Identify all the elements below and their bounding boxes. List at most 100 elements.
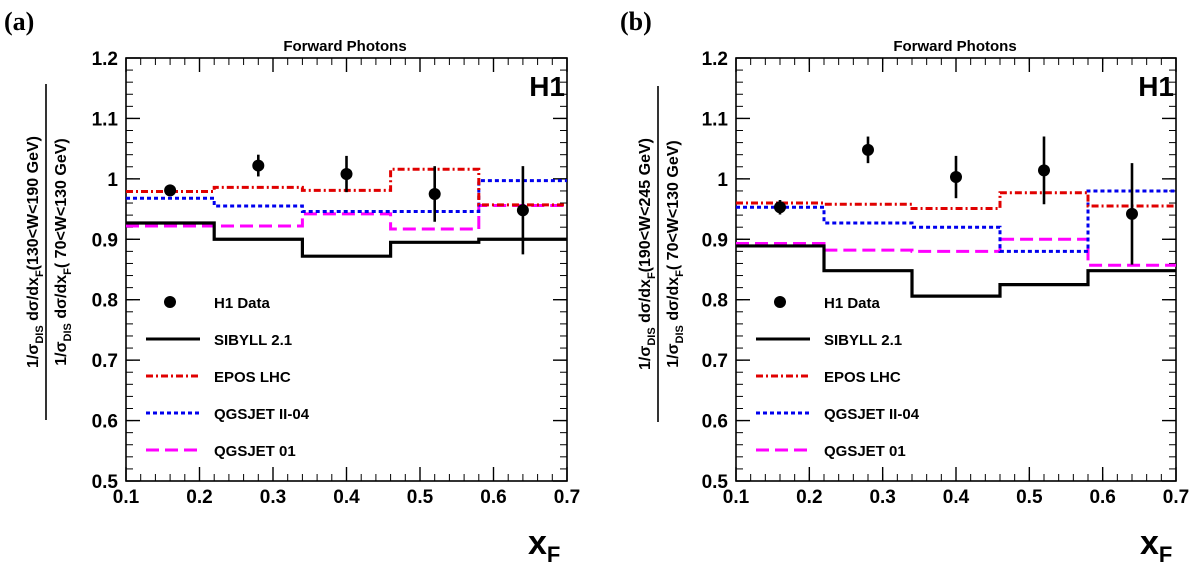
x-axis-label: xF bbox=[528, 524, 560, 565]
y-tick-label: 0.8 bbox=[92, 291, 118, 312]
y-tick-label: 0.8 bbox=[702, 291, 728, 312]
legend-label: QGSJET II-04 bbox=[214, 406, 310, 423]
y-label-part: DIS bbox=[62, 323, 74, 341]
panel-label: (b) bbox=[620, 7, 652, 36]
legend-label: EPOS LHC bbox=[214, 369, 291, 386]
y-label-part: dσ/dx bbox=[637, 279, 654, 327]
y-tick-label: 1 bbox=[107, 170, 118, 191]
series-line-sibyll-2-1 bbox=[126, 221, 567, 258]
x-tick-label: 0.2 bbox=[186, 487, 212, 508]
x-tick-label: 0.6 bbox=[1089, 487, 1115, 508]
y-label-part: F bbox=[62, 268, 74, 275]
y-label-part: F bbox=[646, 272, 658, 279]
y-tick-label: 1.1 bbox=[702, 109, 729, 130]
x-tick-label: 0.7 bbox=[1163, 487, 1189, 508]
y-label-part: ( 70<W<130 GeV) bbox=[665, 140, 682, 270]
y-label-part: 1/σ bbox=[53, 341, 70, 365]
x-tick-label: 0.6 bbox=[480, 487, 506, 508]
y-label-part: dσ/dx bbox=[665, 277, 682, 325]
y-label-part: dσ/dx bbox=[25, 277, 42, 325]
x-tick-label: 0.5 bbox=[1016, 487, 1043, 508]
y-label-part: dσ/dx bbox=[53, 275, 70, 323]
x-tick-label: 0.3 bbox=[260, 487, 286, 508]
legend-label: EPOS LHC bbox=[824, 369, 901, 386]
legend-marker bbox=[164, 296, 176, 308]
data-point bbox=[950, 171, 962, 184]
y-axis-label: 1/σDIS dσ/dxF(190<W<245 GeV) 1/σDIS dσ/d… bbox=[637, 86, 686, 422]
x-tick-label: 0.2 bbox=[796, 487, 822, 508]
legend-label: SIBYLL 2.1 bbox=[824, 332, 902, 349]
y-tick-label: 0.9 bbox=[92, 230, 118, 251]
y-label-numerator: 1/σDIS dσ/dxF(190<W<245 GeV) bbox=[637, 138, 658, 370]
x-tick-label: 0.4 bbox=[943, 487, 970, 508]
series-line-qgsjet-ii-04 bbox=[126, 179, 567, 213]
series-line-qgsjet-ii-04 bbox=[736, 189, 1176, 253]
x-label-main: x bbox=[528, 524, 547, 562]
experiment-label: H1 bbox=[1138, 71, 1174, 102]
x-tick-label: 0.1 bbox=[113, 487, 140, 508]
y-label-part: 1/σ bbox=[25, 344, 42, 368]
y-label-part: 1/σ bbox=[665, 343, 682, 367]
y-tick-label: 0.7 bbox=[92, 351, 118, 372]
y-axis-label: 1/σDIS dσ/dxF(130<W<190 GeV) 1/σDIS dσ/d… bbox=[25, 84, 74, 420]
series-line-epos-lhc bbox=[736, 191, 1176, 210]
series-line-qgsjet-01 bbox=[736, 237, 1176, 267]
y-label-part: DIS bbox=[646, 327, 658, 345]
series-line-sibyll-2-1 bbox=[736, 244, 1176, 298]
y-tick-label: 1.2 bbox=[92, 49, 118, 70]
panel-label: (a) bbox=[4, 7, 34, 36]
panel-a: (a) Forward Photons H1 1/σDIS dσ/dxF(130… bbox=[4, 7, 580, 565]
legend-label: SIBYLL 2.1 bbox=[214, 332, 292, 349]
data-point bbox=[774, 201, 786, 214]
y-label-part: ( 70<W<130 GeV) bbox=[53, 138, 70, 268]
x-label-main: x bbox=[1140, 524, 1159, 562]
y-tick-label: 0.5 bbox=[92, 472, 119, 493]
legend-marker bbox=[774, 296, 786, 308]
y-label-part: DIS bbox=[34, 325, 46, 343]
x-axis-label: xF bbox=[1140, 524, 1172, 565]
chart-title: Forward Photons bbox=[283, 38, 406, 55]
legend-label: QGSJET 01 bbox=[214, 443, 296, 460]
x-label-sub: F bbox=[1159, 542, 1172, 565]
data-point bbox=[164, 184, 177, 197]
y-label-numerator: 1/σDIS dσ/dxF(130<W<190 GeV) bbox=[25, 136, 46, 368]
data-point bbox=[340, 168, 353, 181]
experiment-label: H1 bbox=[529, 71, 565, 102]
y-tick-label: 1.2 bbox=[702, 49, 728, 70]
x-tick-label: 0.4 bbox=[333, 487, 360, 508]
y-tick-label: 0.6 bbox=[92, 412, 118, 433]
x-tick-label: 0.3 bbox=[869, 487, 895, 508]
y-label-denominator: 1/σDIS dσ/dxF( 70<W<130 GeV) bbox=[53, 138, 74, 366]
data-point bbox=[428, 187, 441, 200]
y-label-part: F bbox=[674, 270, 686, 277]
plot-frame bbox=[125, 57, 568, 482]
y-tick-label: 0.7 bbox=[702, 351, 728, 372]
panel-b: (b) Forward Photons H1 1/σDIS dσ/dxF(190… bbox=[620, 7, 1189, 565]
legend-label: QGSJET II-04 bbox=[824, 406, 920, 423]
y-tick-label: 1.1 bbox=[92, 109, 119, 130]
data-point bbox=[252, 159, 265, 172]
y-tick-label: 0.5 bbox=[702, 472, 729, 493]
data-point bbox=[516, 204, 529, 217]
data-point bbox=[862, 143, 874, 156]
x-tick-label: 0.7 bbox=[554, 487, 580, 508]
legend-label: H1 Data bbox=[214, 295, 271, 312]
x-tick-label: 0.1 bbox=[723, 487, 750, 508]
y-label-part: (130<W<190 GeV) bbox=[25, 136, 42, 270]
data-point bbox=[1038, 164, 1050, 177]
legend-label: QGSJET 01 bbox=[824, 443, 906, 460]
y-tick-label: 0.9 bbox=[702, 230, 728, 251]
y-label-part: 1/σ bbox=[637, 346, 654, 370]
legend-label: H1 Data bbox=[824, 295, 881, 312]
data-point bbox=[1126, 207, 1138, 220]
y-label-part: (190<W<245 GeV) bbox=[637, 138, 654, 272]
y-tick-label: 1 bbox=[717, 170, 728, 191]
x-label-sub: F bbox=[547, 542, 560, 565]
x-tick-label: 0.5 bbox=[407, 487, 434, 508]
y-label-part: F bbox=[34, 270, 46, 277]
y-label-denominator: 1/σDIS dσ/dxF( 70<W<130 GeV) bbox=[665, 140, 686, 368]
chart-title: Forward Photons bbox=[893, 38, 1016, 55]
y-tick-label: 0.6 bbox=[702, 412, 728, 433]
series-line-qgsjet-01 bbox=[126, 203, 567, 231]
